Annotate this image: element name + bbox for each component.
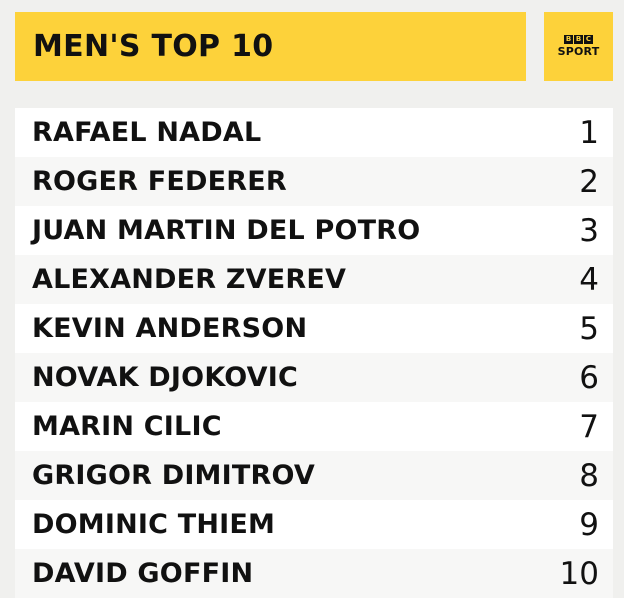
table-row: ALEXANDER ZVEREV 4 xyxy=(15,255,613,304)
page-title: MEN'S TOP 10 xyxy=(33,29,274,64)
player-name: ROGER FEDERER xyxy=(32,166,287,197)
table-row: DAVID GOFFIN 10 xyxy=(15,549,613,598)
player-name: JUAN MARTIN DEL POTRO xyxy=(32,215,421,246)
player-name: MARIN CILIC xyxy=(32,411,222,442)
player-rank: 8 xyxy=(579,457,599,494)
table-row: ROGER FEDERER 2 xyxy=(15,157,613,206)
bbc-block-letter: B xyxy=(564,35,573,44)
table-row: MARIN CILIC 7 xyxy=(15,402,613,451)
player-rank: 9 xyxy=(579,506,599,543)
table-row: JUAN MARTIN DEL POTRO 3 xyxy=(15,206,613,255)
player-rank: 2 xyxy=(579,163,599,200)
bbc-blocks: B B C xyxy=(564,35,593,44)
table-row: GRIGOR DIMITROV 8 xyxy=(15,451,613,500)
player-name: KEVIN ANDERSON xyxy=(32,313,308,344)
player-rank: 10 xyxy=(559,555,599,592)
rankings-table: RAFAEL NADAL 1 ROGER FEDERER 2 JUAN MART… xyxy=(15,108,613,598)
table-row: KEVIN ANDERSON 5 xyxy=(15,304,613,353)
player-name: DAVID GOFFIN xyxy=(32,558,254,589)
table-row: RAFAEL NADAL 1 xyxy=(15,108,613,157)
bbc-block-letter: C xyxy=(584,35,593,44)
bbc-sport-logo: B B C SPORT xyxy=(544,12,613,81)
table-row: DOMINIC THIEM 9 xyxy=(15,500,613,549)
player-name: RAFAEL NADAL xyxy=(32,117,262,148)
bbc-block-letter: B xyxy=(574,35,583,44)
player-name: DOMINIC THIEM xyxy=(32,509,276,540)
player-rank: 7 xyxy=(579,408,599,445)
player-rank: 5 xyxy=(579,310,599,347)
player-rank: 4 xyxy=(579,261,599,298)
sport-wordmark: SPORT xyxy=(557,45,600,58)
player-rank: 3 xyxy=(579,212,599,249)
player-rank: 1 xyxy=(579,114,599,151)
player-name: GRIGOR DIMITROV xyxy=(32,460,316,491)
player-rank: 6 xyxy=(579,359,599,396)
player-name: ALEXANDER ZVEREV xyxy=(32,264,347,295)
player-name: NOVAK DJOKOVIC xyxy=(32,362,299,393)
table-row: NOVAK DJOKOVIC 6 xyxy=(15,353,613,402)
title-banner: MEN'S TOP 10 xyxy=(15,12,526,81)
